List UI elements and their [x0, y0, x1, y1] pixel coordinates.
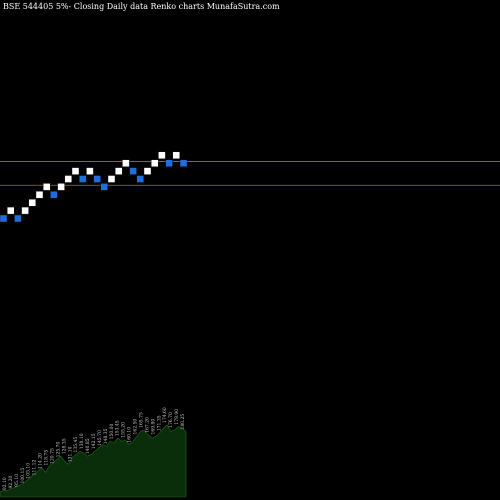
- volume-label: 178.90: [174, 409, 180, 425]
- volume-label: 114.20: [38, 453, 44, 469]
- brick-layer: [0, 151, 188, 223]
- volume-label: 118.75: [44, 450, 50, 466]
- chart-title: BSE 544405 5%- Closing Daily data Renko …: [3, 2, 280, 11]
- volume-label: 174.60: [162, 407, 168, 423]
- renko-brick-up: [71, 167, 80, 175]
- renko-brick-up: [172, 151, 181, 160]
- renko-brick-down: [100, 183, 109, 191]
- volume-label: 142.15: [91, 433, 97, 449]
- renko-brick-up: [28, 198, 36, 207]
- volume-label: 92.10: [2, 477, 8, 490]
- renko-brick-up: [107, 175, 116, 183]
- renko-brick-down: [50, 191, 58, 199]
- volume-label: 140.85: [85, 438, 91, 454]
- volume-label: 125.70: [55, 441, 61, 457]
- renko-brick-down: [93, 175, 101, 183]
- renko-brick-up: [86, 167, 94, 175]
- volume-label: 100.15: [20, 468, 26, 484]
- volume-label: 128.35: [61, 438, 67, 454]
- renko-brick-down: [136, 175, 145, 183]
- volume-layer: [0, 424, 187, 498]
- volume-label: 167.20: [144, 417, 150, 433]
- volume-label: 176.70: [168, 412, 174, 428]
- renko-brick-up: [35, 191, 44, 199]
- volume-label: 162.50: [133, 419, 139, 435]
- renko-brick-up: [64, 175, 73, 183]
- renko-brick-down: [129, 167, 137, 175]
- reference-line-layer: [0, 161, 500, 186]
- renko-brick-up: [6, 206, 15, 215]
- renko-brick-up: [150, 159, 159, 167]
- renko-brick-down: [179, 159, 188, 167]
- volume-label: 131.10: [67, 446, 73, 462]
- renko-brick-up: [143, 167, 152, 175]
- renko-brick-up: [158, 151, 166, 160]
- volume-label: 148.35: [103, 428, 109, 444]
- volume-label: 160.10: [127, 427, 133, 443]
- renko-brick-down: [0, 214, 8, 223]
- volume-label: 165.75: [138, 412, 144, 428]
- volume-label-layer: 92.10 92.20 95.10 100.15 105.10 111.12 114.20 1…: [2, 407, 186, 490]
- renko-brick-up: [57, 183, 65, 191]
- volume-label: 153.45: [115, 420, 121, 436]
- renko-brick-up: [21, 206, 29, 215]
- volume-label: 169.80: [150, 419, 156, 435]
- volume-label: 145.70: [97, 430, 103, 446]
- volume-label: 120.75: [49, 448, 55, 464]
- volume-label: 95.10: [14, 474, 20, 487]
- volume-area: [0, 424, 187, 498]
- volume-label: 180.25: [180, 414, 186, 430]
- volume-label: 105.10: [26, 463, 32, 479]
- renko-brick-down: [165, 159, 173, 167]
- renko-brick-up: [122, 159, 130, 167]
- volume-label: 92.20: [8, 475, 14, 488]
- renko-brick-down: [14, 214, 22, 223]
- renko-brick-up: [114, 167, 123, 175]
- volume-label: 111.12: [32, 459, 38, 475]
- volume-label: 150.00: [109, 423, 115, 439]
- volume-label: 135.45: [73, 437, 79, 453]
- volume-label: 155.20: [121, 422, 127, 438]
- volume-label: 138.10: [79, 433, 85, 449]
- renko-brick-down: [78, 175, 87, 183]
- renko-brick-up: [43, 183, 51, 191]
- volume-label: 171.35: [156, 415, 162, 431]
